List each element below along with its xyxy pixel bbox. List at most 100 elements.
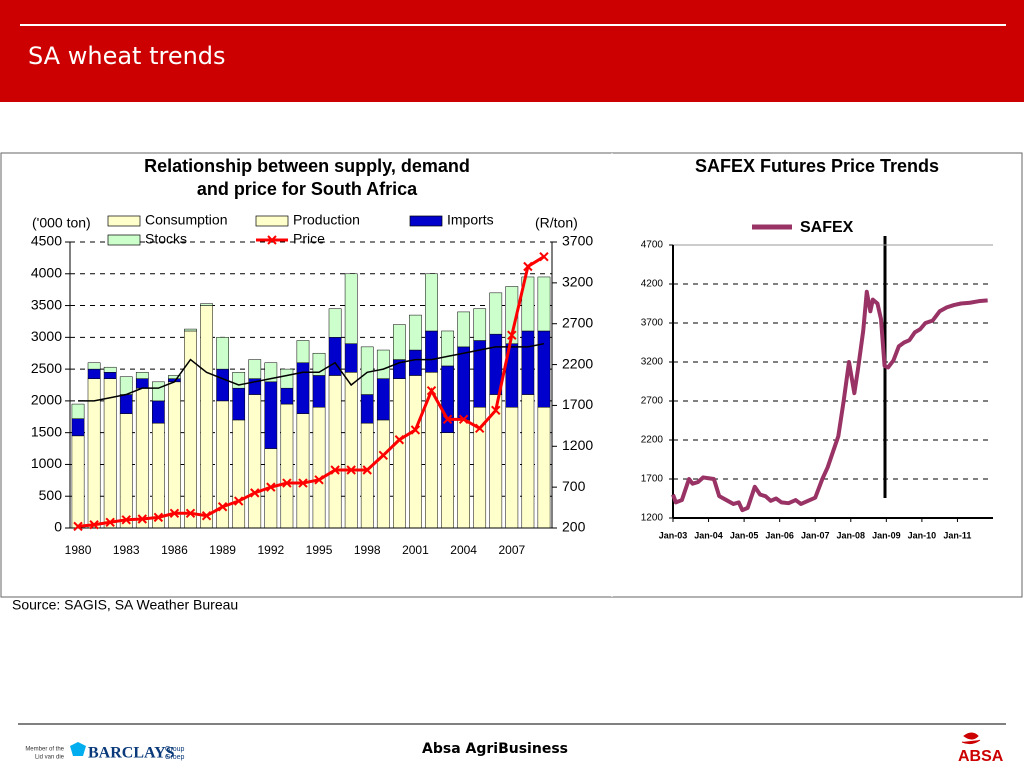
- bar-segment: [521, 276, 535, 332]
- point: [266, 482, 276, 492]
- bar-segment: [119, 413, 133, 529]
- bar-segment: [103, 378, 117, 529]
- point: [233, 496, 244, 506]
- footer-member: Lid van die: [35, 755, 65, 761]
- bar-segment: [537, 276, 551, 332]
- bar-segment: [152, 381, 165, 402]
- bar-segment: [296, 413, 310, 529]
- bar-segment: [87, 362, 101, 370]
- bar-segment: [296, 340, 310, 364]
- y-tick-label: 3700: [641, 318, 664, 329]
- bar-segment: [87, 368, 101, 379]
- footer-center: Absa AgriBusiness: [422, 741, 568, 757]
- barclays-logo: BARCLAYS: [88, 745, 175, 762]
- bar-segment: [280, 368, 294, 389]
- bar-segment: [168, 381, 181, 529]
- y2-tick-label: 2700: [562, 314, 593, 330]
- bar-segment: [232, 419, 246, 529]
- y-tick-label: 0: [54, 519, 62, 535]
- point: [523, 261, 533, 272]
- point: [217, 502, 228, 512]
- chart-frame: [0, 152, 1023, 598]
- point: [137, 514, 148, 524]
- y-tick-label: 1700: [641, 474, 664, 485]
- bar-segment: [216, 368, 229, 402]
- x-tick-label: 1998: [354, 543, 381, 557]
- point: [330, 465, 340, 475]
- bar-segment: [457, 311, 470, 348]
- chart-title: Relationship between supply, demand: [144, 156, 470, 176]
- bar-segment: [537, 330, 551, 408]
- bar-segment: [360, 422, 374, 529]
- x-tick-label: Jan-04: [694, 530, 723, 540]
- bar-segment: [296, 362, 310, 414]
- bar-segment: [376, 419, 390, 529]
- x-tick-label: 2007: [498, 543, 525, 557]
- bar-segment: [248, 394, 262, 529]
- x-tick-label: Jan-07: [801, 530, 830, 540]
- x-tick-label: 1989: [209, 543, 236, 557]
- y-tick-label: 4200: [641, 279, 664, 290]
- legend-label: Stocks: [145, 231, 187, 247]
- bar-segment: [457, 419, 470, 529]
- bar-segment: [521, 330, 535, 395]
- absa-logo: ABSA: [958, 748, 1004, 765]
- point: [474, 423, 485, 434]
- point: [314, 475, 324, 485]
- bar-segment: [152, 400, 165, 424]
- point: [410, 425, 421, 435]
- x-tick-label: Jan-11: [943, 530, 971, 540]
- point: [458, 414, 469, 425]
- point: [539, 252, 549, 262]
- point: [250, 488, 260, 498]
- point: [89, 520, 99, 530]
- bar-segment: [103, 372, 117, 379]
- legend-swatch: [107, 215, 141, 227]
- point: [362, 465, 372, 475]
- bar-segment: [409, 314, 422, 351]
- legend-label: SAFEX: [800, 219, 854, 236]
- bar-segment: [135, 372, 149, 379]
- point: [121, 515, 131, 525]
- y-tick-label: 4500: [31, 233, 62, 249]
- bar-segment: [425, 330, 438, 373]
- bar-segment: [264, 381, 278, 449]
- absa-emblem: [961, 732, 981, 745]
- y2-axis-label: (R/ton): [535, 215, 578, 231]
- footer-group: Group: [165, 746, 185, 753]
- bar-segment: [473, 308, 487, 341]
- bar-segment: [184, 328, 197, 332]
- point: [201, 511, 212, 521]
- bar-segment: [152, 422, 165, 529]
- point: [282, 478, 292, 488]
- x-tick-label: Jan-10: [908, 530, 937, 540]
- bar-segment: [200, 305, 213, 529]
- bar-segment: [393, 324, 406, 360]
- y-tick-label: 4000: [31, 264, 62, 280]
- bar-segment: [312, 375, 326, 408]
- bar-segment: [521, 394, 535, 529]
- bar-segment: [119, 376, 133, 395]
- y2-tick-label: 2200: [562, 355, 593, 371]
- y-tick-label: 2000: [31, 392, 62, 408]
- y-tick-label: 4700: [641, 240, 664, 251]
- point: [394, 435, 405, 445]
- x-tick-label: 1983: [113, 543, 140, 557]
- bar-segment: [409, 349, 422, 376]
- y2-tick-label: 1700: [562, 396, 593, 412]
- bar-segment: [280, 403, 294, 529]
- legend-swatch: [409, 215, 443, 227]
- bar-segment: [344, 372, 358, 529]
- point: [426, 386, 437, 396]
- footer-group: Groep: [165, 754, 185, 761]
- chart-title: SAFEX Futures Price Trends: [695, 156, 939, 176]
- y-tick-label: 2500: [31, 360, 62, 376]
- point: [73, 521, 83, 532]
- y-tick-label: 1500: [31, 423, 62, 439]
- point: [185, 508, 196, 518]
- x-tick-label: 2001: [402, 543, 429, 557]
- bar-segment: [537, 406, 551, 529]
- point: [378, 450, 389, 460]
- line: [671, 289, 988, 513]
